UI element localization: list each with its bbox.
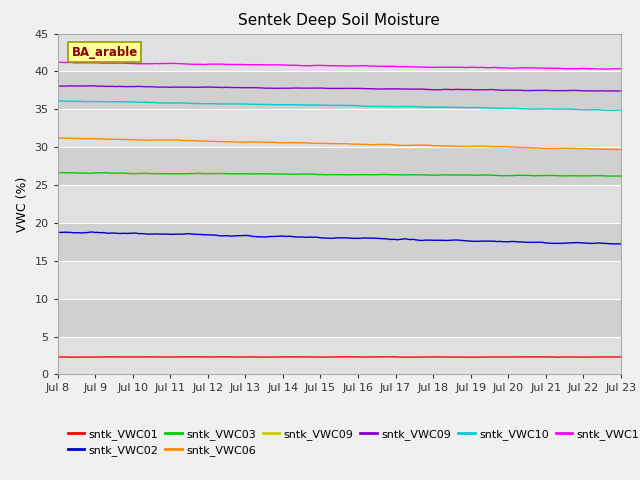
sntk_VWC11	[617, 66, 625, 72]
sntk_VWC09	[408, 86, 416, 92]
sntk_VWC09	[180, 84, 188, 90]
sntk_VWC10	[408, 104, 415, 109]
sntk_VWC01	[426, 354, 433, 360]
sntk_VWC11	[54, 60, 62, 65]
sntk_VWC11	[180, 61, 188, 67]
sntk_VWC10	[606, 108, 614, 113]
sntk_VWC11	[603, 66, 611, 72]
Line: sntk_VWC02: sntk_VWC02	[58, 232, 621, 244]
sntk_VWC01	[180, 354, 188, 360]
sntk_VWC10	[179, 100, 187, 106]
sntk_VWC02	[425, 237, 433, 243]
Bar	[58, 185, 621, 223]
Bar	[58, 299, 621, 336]
sntk_VWC11	[408, 64, 416, 70]
sntk_VWC03	[609, 173, 616, 179]
sntk_VWC09	[612, 88, 620, 94]
Y-axis label: VWC (%): VWC (%)	[16, 176, 29, 232]
sntk_VWC09	[64, 83, 72, 89]
sntk_VWC06	[614, 147, 622, 153]
sntk_VWC06	[425, 143, 433, 148]
sntk_VWC11	[65, 60, 72, 65]
sntk_VWC02	[64, 229, 72, 235]
sntk_VWC02	[123, 230, 131, 236]
sntk_VWC09	[54, 83, 61, 89]
sntk_VWC01	[54, 354, 61, 360]
sntk_VWC02	[89, 229, 97, 235]
sntk_VWC02	[617, 241, 625, 247]
Bar	[58, 336, 621, 374]
sntk_VWC06	[617, 147, 625, 153]
Text: BA_arable: BA_arable	[72, 46, 138, 59]
sntk_VWC10	[424, 104, 432, 110]
sntk_VWC11	[210, 61, 218, 67]
sntk_VWC02	[210, 232, 218, 238]
Bar	[58, 147, 621, 185]
Line: sntk_VWC06: sntk_VWC06	[58, 138, 621, 150]
sntk_VWC10	[617, 107, 625, 113]
Line: sntk_VWC10: sntk_VWC10	[58, 101, 621, 110]
sntk_VWC03	[210, 171, 218, 177]
Bar	[58, 261, 621, 299]
sntk_VWC02	[408, 237, 416, 242]
sntk_VWC06	[123, 137, 131, 143]
sntk_VWC09	[425, 87, 433, 93]
Bar	[58, 109, 621, 147]
sntk_VWC03	[61, 170, 69, 176]
Line: sntk_VWC03: sntk_VWC03	[58, 173, 621, 176]
sntk_VWC11	[425, 64, 433, 70]
sntk_VWC10	[209, 101, 216, 107]
sntk_VWC06	[65, 135, 72, 141]
sntk_VWC06	[54, 135, 62, 141]
Bar	[58, 72, 621, 109]
Line: sntk_VWC09: sntk_VWC09	[58, 86, 621, 91]
sntk_VWC03	[425, 172, 433, 178]
sntk_VWC01	[70, 354, 78, 360]
sntk_VWC03	[54, 170, 61, 176]
sntk_VWC02	[611, 241, 619, 247]
sntk_VWC03	[65, 170, 72, 176]
sntk_VWC03	[617, 173, 625, 179]
sntk_VWC01	[410, 354, 417, 360]
sntk_VWC03	[180, 171, 188, 177]
sntk_VWC01	[219, 354, 227, 360]
sntk_VWC01	[123, 354, 131, 360]
sntk_VWC03	[123, 170, 131, 176]
Bar	[58, 223, 621, 261]
sntk_VWC09	[123, 84, 131, 90]
sntk_VWC06	[408, 143, 416, 148]
sntk_VWC01	[210, 354, 218, 360]
sntk_VWC09	[210, 84, 218, 90]
sntk_VWC10	[64, 98, 72, 104]
Title: Sentek Deep Soil Moisture: Sentek Deep Soil Moisture	[238, 13, 440, 28]
sntk_VWC11	[123, 60, 131, 66]
sntk_VWC09	[617, 88, 625, 94]
Bar	[58, 34, 621, 72]
Line: sntk_VWC11: sntk_VWC11	[58, 62, 621, 69]
sntk_VWC01	[617, 354, 625, 360]
Legend: sntk_VWC01, sntk_VWC02, sntk_VWC03, sntk_VWC06, sntk_VWC09, sntk_VWC09, sntk_VWC: sntk_VWC01, sntk_VWC02, sntk_VWC03, sntk…	[63, 424, 640, 460]
sntk_VWC06	[54, 135, 61, 141]
sntk_VWC09	[86, 83, 93, 89]
sntk_VWC10	[122, 99, 129, 105]
sntk_VWC02	[180, 231, 188, 237]
sntk_VWC06	[180, 137, 188, 143]
sntk_VWC06	[210, 139, 218, 144]
sntk_VWC02	[54, 229, 61, 235]
sntk_VWC10	[54, 98, 61, 104]
sntk_VWC01	[64, 354, 72, 360]
sntk_VWC03	[408, 172, 416, 178]
sntk_VWC11	[54, 60, 61, 65]
